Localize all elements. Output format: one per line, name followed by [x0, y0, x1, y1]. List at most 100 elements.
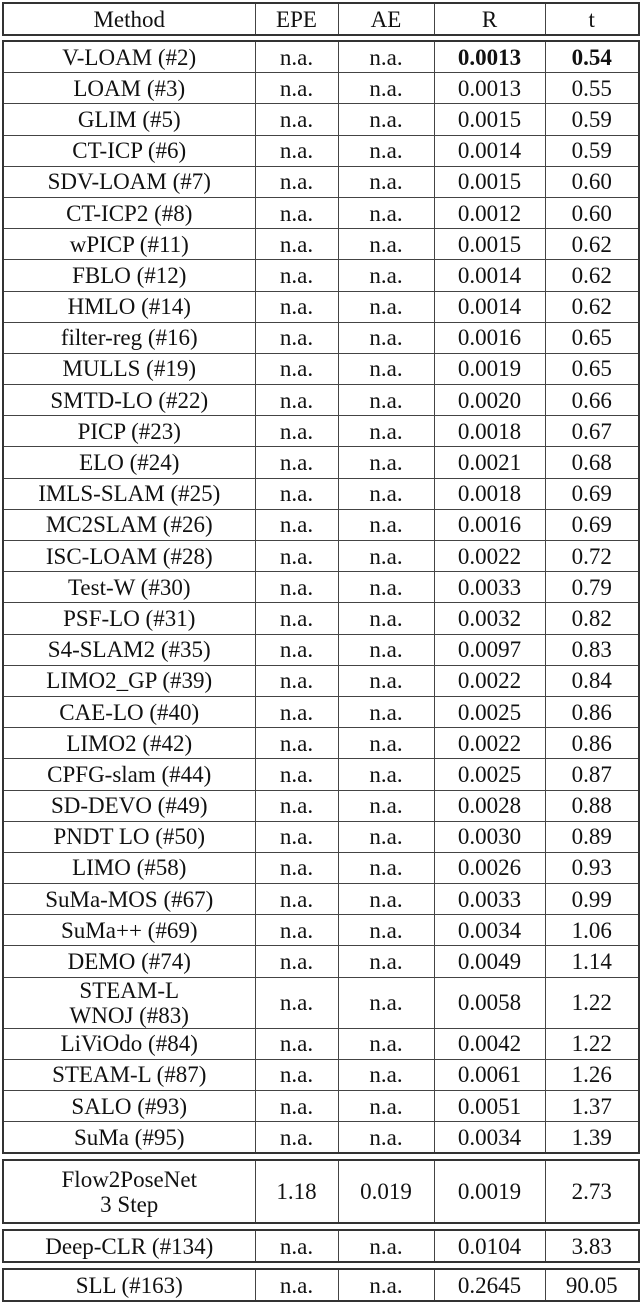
cell-epe: n.a. — [254, 571, 339, 604]
cell-t: 0.62 — [544, 259, 640, 292]
cell-method: ELO (#24) — [2, 446, 256, 479]
cell-method: CAE-LO (#40) — [2, 695, 256, 729]
cell-method: LOAM (#3) — [2, 72, 256, 105]
cell-ae: n.a. — [337, 321, 435, 354]
cell-epe: n.a. — [254, 727, 339, 760]
cell-r: 0.2645 — [433, 1268, 546, 1302]
table-row: PSF-LO (#31) n.a. n.a. 0.0032 0.82 — [2, 602, 640, 635]
cell-t: 0.86 — [544, 695, 640, 729]
table-row: CAE-LO (#40) n.a. n.a. 0.0025 0.86 — [2, 695, 640, 729]
table-row: FBLO (#12) n.a. n.a. 0.0014 0.62 — [2, 259, 640, 292]
cell-ae: n.a. — [337, 758, 435, 791]
cell-r: 0.0018 — [433, 415, 546, 448]
cell-ae: n.a. — [337, 851, 435, 885]
cell-r: 0.0025 — [433, 758, 546, 791]
cell-ae: n.a. — [337, 945, 435, 978]
cell-r: 0.0051 — [433, 1089, 546, 1123]
cell-t: 90.05 — [544, 1268, 640, 1302]
cell-epe: n.a. — [254, 1121, 339, 1154]
cell-r: 0.0022 — [433, 539, 546, 573]
cell-t: 0.62 — [544, 290, 640, 323]
cell-method: S4-SLAM2 (#35) — [2, 633, 256, 666]
cell-r: 0.0016 — [433, 508, 546, 542]
cell-epe: n.a. — [254, 602, 339, 635]
cell-r: 0.0032 — [433, 602, 546, 635]
cell-r: 0.0021 — [433, 446, 546, 479]
cell-ae: n.a. — [337, 1027, 435, 1060]
cell-r: 0.0025 — [433, 695, 546, 729]
cell-r: 0.0034 — [433, 914, 546, 947]
cell-ae: n.a. — [337, 165, 435, 198]
header-method: Method — [2, 2, 256, 36]
cell-r: 0.0015 — [433, 228, 546, 261]
table-row: V-LOAM (#2) n.a. n.a. 0.0013 0.54 — [2, 40, 640, 74]
cell-t: 0.60 — [544, 165, 640, 198]
cell-r: 0.0030 — [433, 820, 546, 853]
cell-r: 0.0015 — [433, 165, 546, 198]
cell-t: 0.54 — [544, 40, 640, 74]
table-row: Flow2PoseNet 3 Step 1.18 0.019 0.0019 2.73 — [2, 1159, 640, 1224]
cell-method: CPFG-slam (#44) — [2, 758, 256, 791]
cell-epe: n.a. — [254, 103, 339, 136]
table-row: MC2SLAM (#26) n.a. n.a. 0.0016 0.69 — [2, 508, 640, 542]
cell-r: 0.0049 — [433, 945, 546, 978]
cell-ae: n.a. — [337, 883, 435, 916]
cell-epe: n.a. — [254, 820, 339, 853]
cell-ae: n.a. — [337, 508, 435, 542]
header-row: Method EPE AE R t — [2, 2, 640, 36]
cell-t: 0.79 — [544, 571, 640, 604]
cell-method: SMTD-LO (#22) — [2, 384, 256, 417]
cell-epe: n.a. — [254, 539, 339, 573]
cell-ae: n.a. — [337, 477, 435, 510]
cell-ae: n.a. — [337, 290, 435, 323]
cell-t: 0.66 — [544, 384, 640, 417]
cell-ae: n.a. — [337, 384, 435, 417]
best-value: 0.0013 — [457, 44, 522, 70]
cell-r: 0.0058 — [433, 976, 546, 1029]
cell-method: Test-W (#30) — [2, 571, 256, 604]
cell-t: 0.86 — [544, 727, 640, 760]
cell-ae: n.a. — [337, 1268, 435, 1302]
cell-method: SuMa (#95) — [2, 1121, 256, 1154]
cell-epe: n.a. — [254, 446, 339, 479]
cell-method: DEMO (#74) — [2, 945, 256, 978]
cell-method: PSF-LO (#31) — [2, 602, 256, 635]
cell-method: HMLO (#14) — [2, 290, 256, 323]
table-header: Method EPE AE R t — [2, 2, 640, 36]
cell-ae: n.a. — [337, 727, 435, 760]
cell-epe: n.a. — [254, 321, 339, 354]
table-row: HMLO (#14) n.a. n.a. 0.0014 0.62 — [2, 290, 640, 323]
table-row: SuMa++ (#69) n.a. n.a. 0.0034 1.06 — [2, 914, 640, 947]
cell-r: 0.0013 — [433, 72, 546, 105]
cell-t: 2.73 — [544, 1159, 640, 1224]
cell-epe: n.a. — [254, 633, 339, 666]
cell-method: GLIM (#5) — [2, 103, 256, 136]
cell-method: IMLS-SLAM (#25) — [2, 477, 256, 510]
table-body: V-LOAM (#2) n.a. n.a. 0.0013 0.54 LOAM (#3) n.… — [2, 40, 640, 1303]
cell-r: 0.0019 — [433, 352, 546, 386]
table-group: V-LOAM (#2) n.a. n.a. 0.0013 0.54 LOAM (#3) n.… — [2, 40, 640, 1155]
cell-ae: n.a. — [337, 259, 435, 292]
cell-epe: n.a. — [254, 883, 339, 916]
cell-epe: n.a. — [254, 477, 339, 510]
cell-ae: n.a. — [337, 415, 435, 448]
cell-t: 1.26 — [544, 1058, 640, 1092]
header-epe: EPE — [254, 2, 339, 36]
table-row: SALO (#93) n.a. n.a. 0.0051 1.37 — [2, 1089, 640, 1123]
cell-ae: n.a. — [337, 539, 435, 573]
cell-r: 0.0026 — [433, 851, 546, 885]
cell-r: 0.0061 — [433, 1058, 546, 1092]
cell-t: 0.69 — [544, 477, 640, 510]
cell-t: 1.14 — [544, 945, 640, 978]
table-row: SuMa-MOS (#67) n.a. n.a. 0.0033 0.99 — [2, 883, 640, 916]
cell-r: 0.0014 — [433, 290, 546, 323]
cell-r: 0.0014 — [433, 259, 546, 292]
cell-ae: n.a. — [337, 602, 435, 635]
cell-ae: n.a. — [337, 789, 435, 822]
cell-epe: n.a. — [254, 228, 339, 261]
cell-ae: n.a. — [337, 196, 435, 230]
cell-method: filter-reg (#16) — [2, 321, 256, 354]
header-t: t — [544, 2, 640, 36]
cell-epe: n.a. — [254, 851, 339, 885]
table-row: CPFG-slam (#44) n.a. n.a. 0.0025 0.87 — [2, 758, 640, 791]
